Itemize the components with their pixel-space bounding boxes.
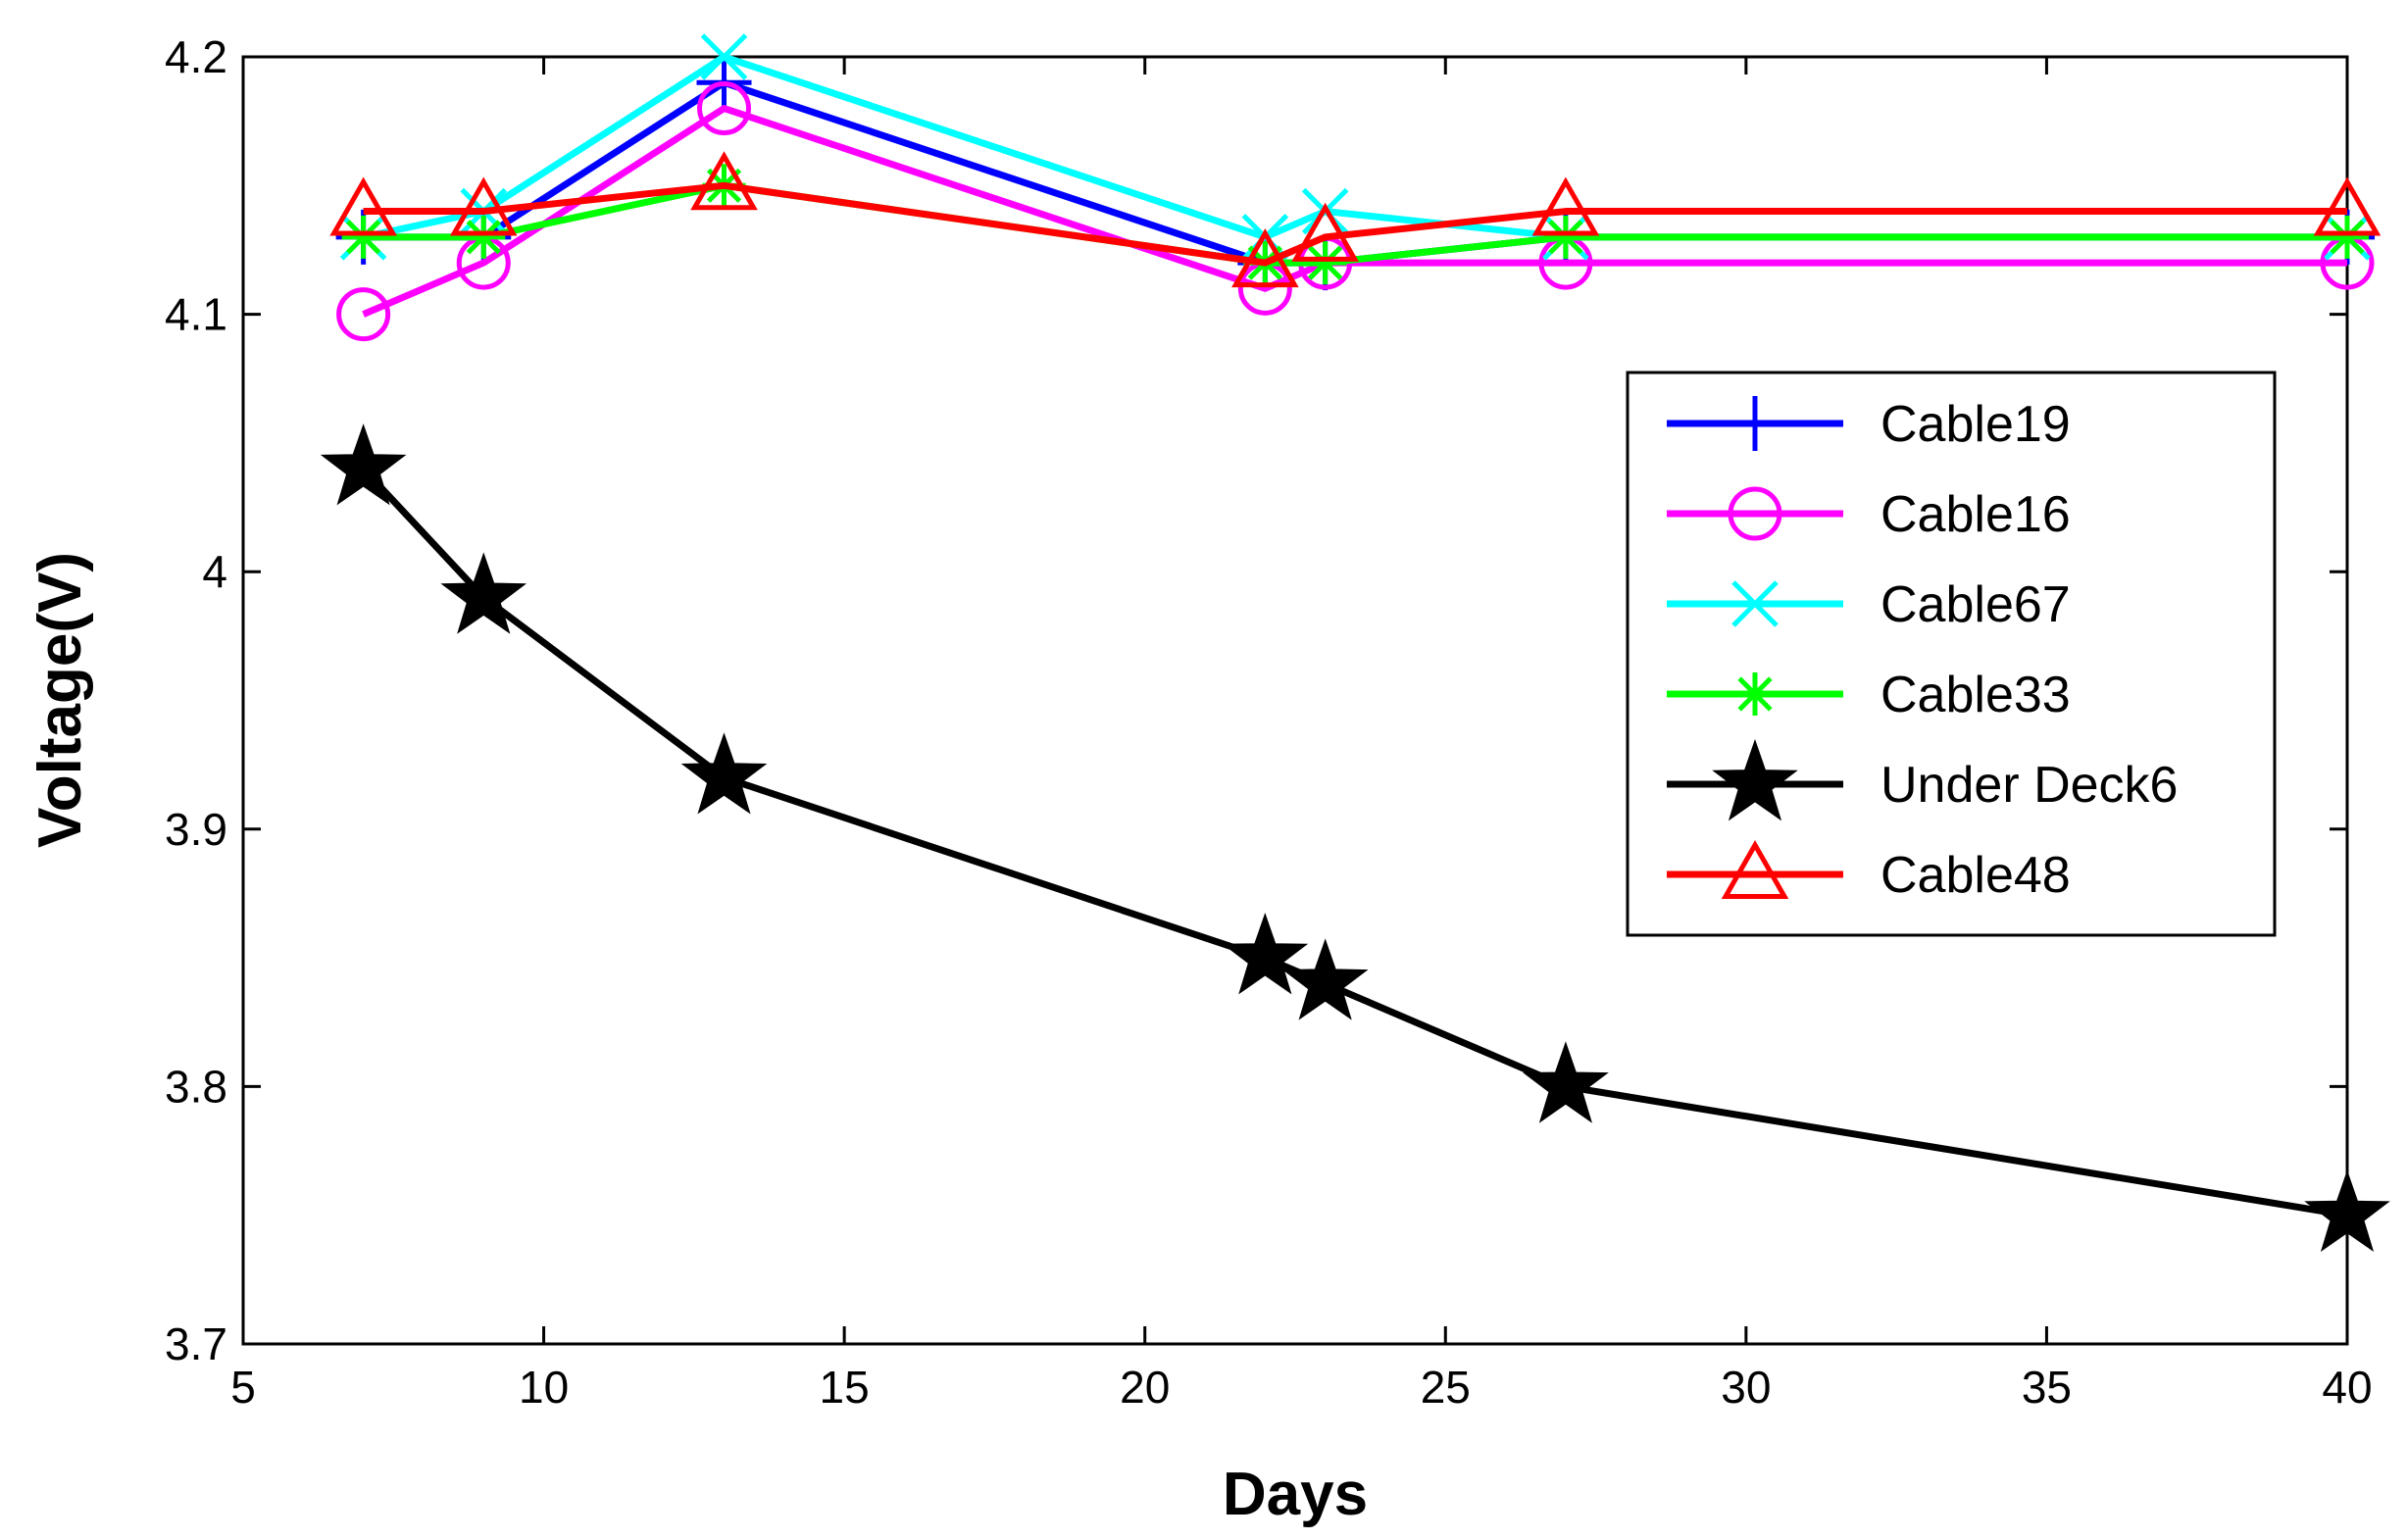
- y-tick-label: 4: [202, 546, 227, 597]
- legend-label: Cable16: [1880, 486, 2071, 543]
- data-point: [690, 151, 758, 211]
- x-tick-label: 30: [1721, 1362, 1771, 1413]
- x-tick-label: 35: [2022, 1362, 2072, 1413]
- data-point: [341, 215, 385, 259]
- y-axis-title: Voltage(V): [26, 552, 94, 848]
- data-point: [697, 81, 752, 136]
- data-point: [2313, 176, 2382, 236]
- y-tick-label: 3.9: [165, 804, 227, 855]
- x-tick-label: 40: [2322, 1362, 2372, 1413]
- legend-label: Cable48: [1880, 847, 2071, 904]
- data-point: [1231, 228, 1299, 288]
- legend-label: Cable67: [1880, 576, 2071, 633]
- series-layer: [320, 33, 2390, 1253]
- legend-item: Cable48: [1667, 839, 2071, 904]
- y-tick-label: 4.2: [165, 31, 227, 82]
- legend-marker: [1728, 486, 1782, 541]
- data-point: [2326, 215, 2369, 259]
- y-tick-label: 3.7: [165, 1318, 227, 1369]
- legend-item: Cable67: [1667, 576, 2071, 633]
- data-point: [680, 732, 768, 815]
- legend-box: [1626, 371, 2277, 937]
- y-tick-label: 3.8: [165, 1061, 227, 1112]
- legend-marker: [1712, 738, 1798, 821]
- data-point: [462, 215, 506, 259]
- x-tick-label: 5: [230, 1362, 256, 1413]
- data-point: [336, 287, 391, 342]
- legend-marker: [1721, 839, 1789, 899]
- x-tick-label: 10: [519, 1362, 569, 1413]
- data-point: [1531, 176, 1600, 236]
- series-line: [362, 105, 2347, 318]
- data-point: [440, 552, 527, 634]
- data-point: [1523, 1041, 1609, 1123]
- data-point: [329, 176, 397, 236]
- legend-marker: [1733, 672, 1777, 716]
- data-point: [2304, 1169, 2390, 1253]
- legend-marker: [1731, 580, 1779, 627]
- x-tick-label: 15: [820, 1362, 870, 1413]
- legend-label: Under Deck6: [1880, 757, 2178, 814]
- legend-item: Cable33: [1667, 667, 2071, 723]
- data-point: [700, 33, 748, 80]
- x-axis: 5 10 15 20 25 30 35 40: [230, 57, 2373, 1413]
- x-axis-title: Days: [1223, 1461, 1368, 1528]
- data-point: [1281, 938, 1369, 1020]
- legend-label: Cable33: [1880, 667, 2071, 723]
- y-axis: 3.7 3.8 3.9 4 4.1 4.2: [165, 31, 2347, 1369]
- data-point: [1303, 241, 1347, 285]
- y-tick-label: 4.1: [165, 289, 227, 340]
- series-under-deck6: [320, 423, 2390, 1253]
- data-point: [449, 176, 518, 236]
- series-cable48: [329, 151, 2382, 288]
- legend-item: Cable16: [1667, 486, 2071, 543]
- legend-item: Cable19: [1667, 396, 2071, 453]
- data-point: [1543, 215, 1587, 259]
- x-tick-label: 25: [1421, 1362, 1471, 1413]
- legend-item: Under Deck6: [1667, 738, 2178, 821]
- legend: Cable19 Cable16 Cable67 Cable33 Under Deck6 C…: [1626, 371, 2277, 937]
- legend-marker: [1728, 396, 1782, 451]
- data-point: [320, 423, 407, 506]
- legend-entries: Cable19 Cable16 Cable67 Cable33 Under Deck6 C…: [1667, 396, 2178, 904]
- data-point: [1291, 202, 1359, 262]
- x-tick-label: 20: [1120, 1362, 1170, 1413]
- series-line: [363, 181, 2347, 267]
- data-point: [1222, 912, 1309, 995]
- legend-label: Cable19: [1880, 396, 2071, 453]
